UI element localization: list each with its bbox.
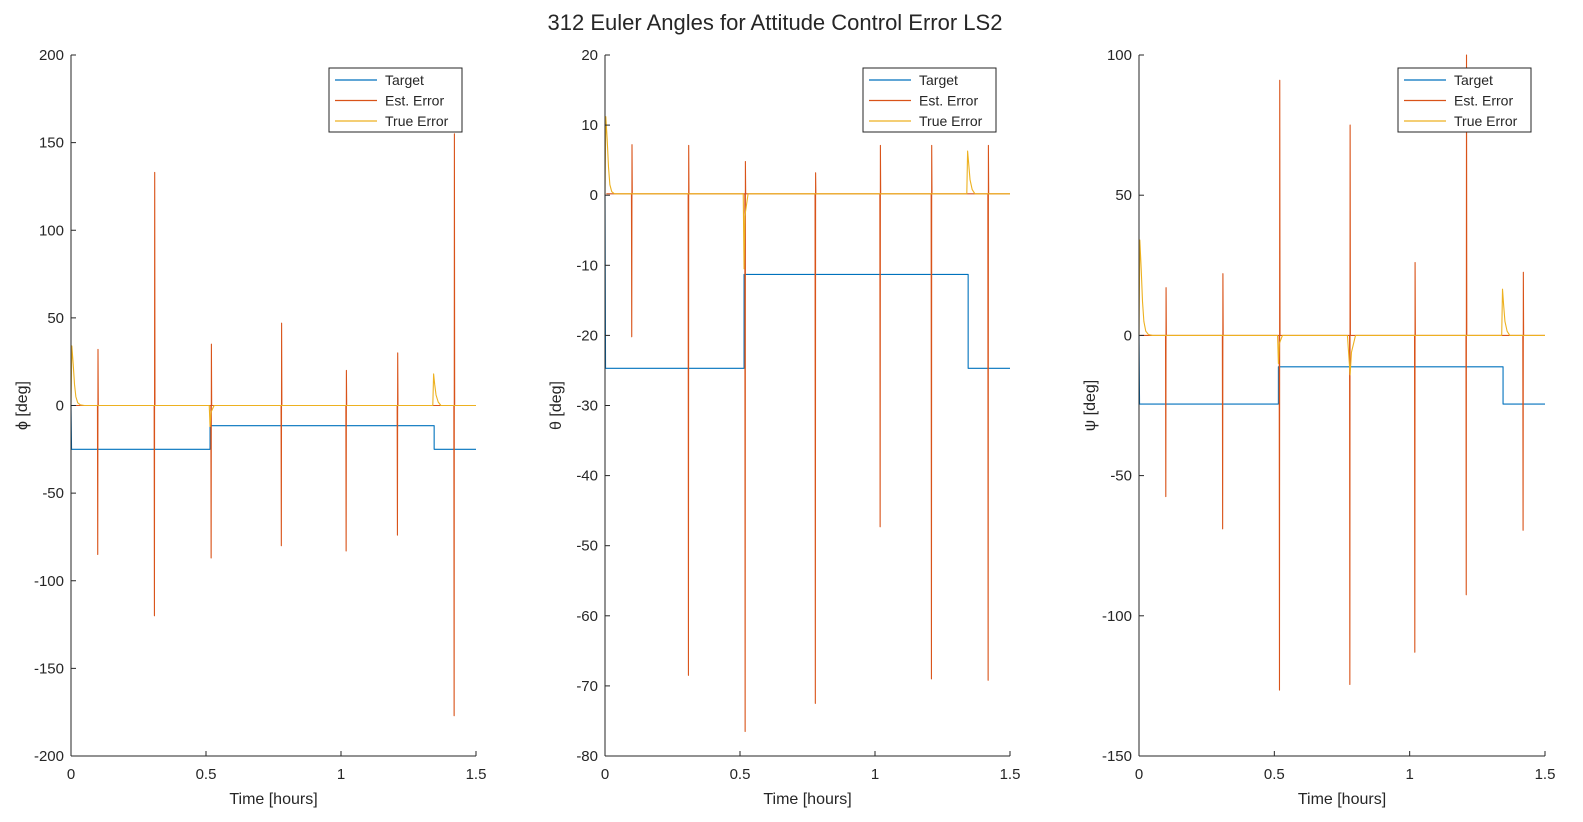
x-tick-label: 1.5: [1000, 766, 1021, 783]
x-axis-label: Time [hours]: [229, 791, 317, 808]
y-tick-label: -100: [34, 573, 64, 590]
y-tick-label: -70: [576, 678, 598, 695]
y-tick-label: -200: [34, 748, 64, 765]
y-tick-label: 0: [56, 398, 64, 415]
legend-label: Est. Error: [919, 93, 978, 109]
y-axis-label: θ [deg]: [548, 381, 565, 430]
x-axis-label: Time [hours]: [1298, 791, 1386, 808]
y-tick-label: -30: [576, 398, 598, 415]
series-line-true-error: [604, 116, 1010, 270]
legend-label: Target: [1454, 72, 1493, 88]
x-tick-label: 1.5: [466, 766, 487, 783]
y-tick-label: -60: [576, 608, 598, 625]
x-tick-label: 0: [67, 766, 75, 783]
y-tick-label: 150: [39, 135, 64, 152]
legend-label: Est. Error: [1454, 93, 1513, 109]
series-group: [604, 116, 1010, 733]
x-tick-label: 1: [337, 766, 345, 783]
legend-label: Target: [919, 72, 958, 88]
y-tick-label: -150: [34, 660, 64, 677]
y-tick-label: -50: [576, 538, 598, 555]
legend: Target Est. Error True Error: [862, 67, 997, 133]
subplot-phi: 0 0.5 1 1.5 -200 -150 -100 -50 0 50 100 150 200 Time …: [14, 47, 486, 808]
legend-label: Target: [385, 72, 424, 88]
legend-label: True Error: [1454, 113, 1518, 129]
x-tick-label: 0.5: [730, 766, 751, 783]
y-tick-label: -50: [1110, 468, 1132, 485]
y-tick-label: -40: [576, 468, 598, 485]
y-tick-label: 200: [39, 47, 64, 64]
legend-label: Est. Error: [385, 93, 444, 109]
y-tick-label: -20: [576, 327, 598, 344]
x-tick-label: 1: [1405, 766, 1413, 783]
series-line-true-error: [1138, 239, 1545, 376]
x-axis-label: Time [hours]: [763, 791, 851, 808]
y-tick-label: -150: [1102, 748, 1132, 765]
legend-label: True Error: [919, 113, 983, 129]
series-group: [1138, 54, 1545, 691]
x-tick-label: 1.5: [1535, 766, 1556, 783]
figure-title: 312 Euler Angles for Attitude Control Er…: [548, 10, 1003, 35]
legend: Target Est. Error True Error: [1397, 67, 1532, 133]
legend-label: True Error: [385, 113, 449, 129]
series-group: [70, 133, 476, 717]
x-tick-label: 1: [871, 766, 879, 783]
series-line-target: [604, 195, 1010, 369]
series-line-true-error: [70, 345, 476, 428]
y-tick-label: 10: [581, 117, 598, 134]
series-line-target: [1138, 335, 1545, 405]
x-tick-label: 0: [601, 766, 609, 783]
y-axis-label: ψ [deg]: [1082, 380, 1099, 431]
y-tick-label: 0: [590, 187, 598, 204]
x-tick-label: 0.5: [196, 766, 217, 783]
subplot-theta: 0 0.5 1 1.5 -80 -70 -60 -50 -40 -30 -20 -10 0 10 20 Tim…: [548, 47, 1020, 808]
y-tick-label: 50: [1115, 187, 1132, 204]
y-tick-label: 100: [39, 222, 64, 239]
subplot-psi: 0 0.5 1 1.5 -150 -100 -50 0 50 100 Time [hours] ψ […: [1082, 47, 1555, 808]
x-tick-label: 0.5: [1264, 766, 1285, 783]
y-tick-label: -100: [1102, 608, 1132, 625]
legend: Target Est. Error True Error: [328, 67, 463, 133]
y-tick-label: -80: [576, 748, 598, 765]
y-tick-label: 0: [1124, 327, 1132, 344]
y-axis-label: ϕ [deg]: [14, 381, 31, 430]
y-tick-label: 50: [47, 310, 64, 327]
y-tick-label: 100: [1107, 47, 1132, 64]
x-tick-label: 0: [1135, 766, 1143, 783]
y-tick-label: -10: [576, 257, 598, 274]
y-tick-label: -50: [42, 485, 64, 502]
y-tick-label: 20: [581, 47, 598, 64]
